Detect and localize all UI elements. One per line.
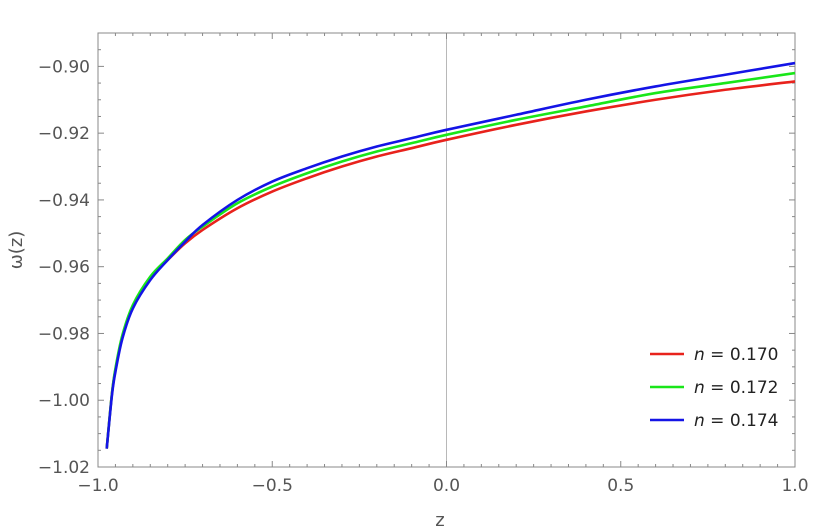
legend-label: n = 0.174 [694, 411, 779, 431]
legend-label: n = 0.172 [694, 378, 779, 398]
series-line-3 [105, 61, 796, 449]
legend-label: n = 0.170 [694, 345, 779, 365]
x-tick-label: 0.0 [433, 476, 460, 496]
y-tick-label: −1.02 [38, 458, 90, 478]
y-tick-labels: −1.02 −1.00 −0.98 −0.96 −0.94 −0.92 −0.90 [38, 57, 90, 478]
legend-item-3: n = 0.174 [650, 411, 779, 431]
y-tick-label: −0.92 [38, 124, 90, 144]
y-tick-label: −0.98 [38, 324, 90, 344]
y-tick-label: −0.94 [38, 191, 90, 211]
series-line-1 [105, 80, 796, 449]
x-tick-label: −0.5 [252, 476, 293, 496]
legend: n = 0.170 n = 0.172 n = 0.174 [650, 345, 779, 431]
x-axis-title: z [435, 510, 444, 531]
y-tick-label: −0.90 [38, 57, 90, 77]
y-tick-label: −0.96 [38, 258, 90, 278]
legend-item-1: n = 0.170 [650, 345, 779, 365]
y-axis-title: ω(z) [6, 231, 27, 270]
x-tick-label: 1.0 [781, 476, 808, 496]
x-tick-label: −1.0 [77, 476, 118, 496]
legend-item-2: n = 0.172 [650, 378, 779, 398]
major-ticks [97, 33, 796, 468]
x-tick-label: 0.5 [607, 476, 634, 496]
y-tick-label: −1.00 [38, 391, 90, 411]
series-lines [105, 61, 796, 449]
minor-ticks [98, 32, 795, 467]
x-tick-labels: −1.0 −0.5 0.0 0.5 1.0 [77, 476, 808, 496]
